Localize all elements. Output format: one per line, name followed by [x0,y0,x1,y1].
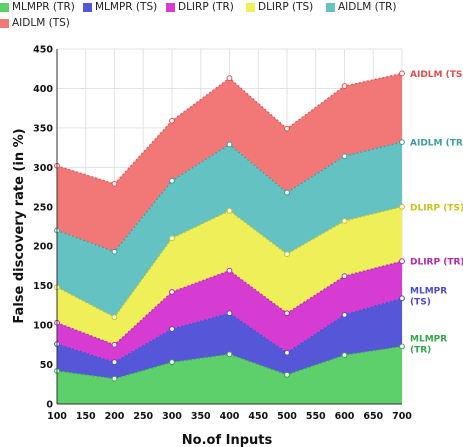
legend-swatch [83,2,92,12]
data-point [226,310,233,317]
data-point [399,139,405,145]
data-point [399,203,405,210]
data-point [226,75,233,82]
series-end-label: DLIRP (TS) [410,203,463,213]
data-point [169,117,175,124]
y-tick-label: 100 [33,321,53,332]
legend-swatch [0,2,9,12]
area-band [57,206,402,345]
legend-label: MLMPR (TR) [12,1,75,13]
area-band [57,298,402,379]
data-point [111,375,118,382]
x-tick-label: 550 [306,411,326,422]
legend-item[interactable]: DLIRP (TS) [246,1,313,13]
data-point [341,83,348,89]
data-point [341,311,348,318]
series-end-label: DLIRP (TR) [410,258,463,268]
y-tick-label: 0 [46,400,53,411]
y-tick-label: 450 [33,45,53,56]
data-point [111,341,118,348]
x-tick-label: 500 [277,411,297,422]
y-tick-label: 250 [33,202,53,213]
x-tick-labels: 100 150 200 250 300 350 400 450 500 550 600 650 700 [47,411,412,422]
axes [56,49,402,405]
data-point [226,351,233,358]
data-point [284,310,290,317]
legend-item[interactable]: AIDLM (TR) [326,1,397,13]
legend-item[interactable]: DLIRP (TR) [166,1,234,13]
data-point [399,295,405,302]
data-point [341,218,348,224]
data-point [341,273,348,280]
x-tick-label: 200 [105,411,125,422]
y-tick-labels: 0 50 100 150 200 250 300 350 400 450 [33,45,53,411]
area-band [57,346,402,404]
legend: MLMPR (TR) MLMPR (TS) DLIRP (TR) DLIRP (… [0,0,463,34]
x-tick-label: 650 [363,411,383,422]
data-point [399,258,405,265]
data-point [284,125,290,132]
legend-label: MLMPR (TS) [95,1,158,13]
data-point [226,141,233,148]
y-tick-label: 300 [33,163,53,174]
data-point [226,207,233,214]
y-tick-label: 50 [40,360,54,371]
series-end-labels: MLMPR(TR)MLMPR(TS)DLIRP (TR)DLIRP (TS)AI… [410,70,463,355]
legend-swatch [326,2,335,12]
series-end-label: AIDLM (TR) [410,139,463,149]
series-end-label: AIDLM (TS) [410,70,463,80]
x-tick-label: 400 [220,411,240,422]
area-band [57,142,402,318]
y-tick-label: 150 [33,281,53,292]
legend-swatch [246,2,255,12]
x-tick-label: 600 [335,411,355,422]
data-point [399,343,405,350]
x-axis-title: No.of Inputs [182,433,273,447]
data-point [111,314,118,321]
x-tick-label: 250 [133,411,153,422]
data-point [341,352,348,358]
legend-label: DLIRP (TR) [178,1,234,13]
data-point [169,289,175,295]
legend-label: DLIRP (TS) [258,1,314,13]
data-point [169,177,175,184]
data-point [111,359,118,366]
y-tick-label: 400 [33,84,53,95]
y-tick-label: 200 [33,242,53,253]
legend-item[interactable]: AIDLM (TS) [0,17,70,29]
point-layer [54,70,405,382]
series-end-label: (TS) [410,297,431,307]
data-point [341,153,348,160]
series-end-label: MLMPR [410,286,447,296]
x-tick-label: 450 [248,411,268,422]
data-point [284,349,290,356]
legend-swatch [166,2,175,12]
legend-item[interactable]: MLMPR (TR) [0,1,75,13]
legend-label: AIDLM (TR) [338,1,397,13]
data-point [284,189,290,196]
series-end-label: (TR) [410,345,431,355]
data-point [284,371,290,378]
x-tick-label: 150 [76,411,96,422]
data-point [111,248,118,255]
x-tick-label: 350 [191,411,211,422]
legend-swatch [0,18,9,28]
data-point [399,70,405,77]
data-point [169,359,175,366]
y-axis-title: False discovery rate (in %) [12,128,27,323]
data-point [111,181,118,187]
data-point [226,267,233,274]
data-point [169,235,175,242]
legend-item[interactable]: MLMPR (TS) [83,1,157,13]
data-point [284,251,290,258]
x-tick-label: 300 [162,411,182,422]
area-band [57,73,402,252]
data-point [169,326,175,332]
y-tick-label: 350 [33,123,53,134]
x-tick-label: 100 [47,411,67,422]
legend-label: AIDLM (TS) [12,17,70,29]
x-tick-label: 700 [392,411,412,422]
series-end-label: MLMPR [410,334,447,344]
